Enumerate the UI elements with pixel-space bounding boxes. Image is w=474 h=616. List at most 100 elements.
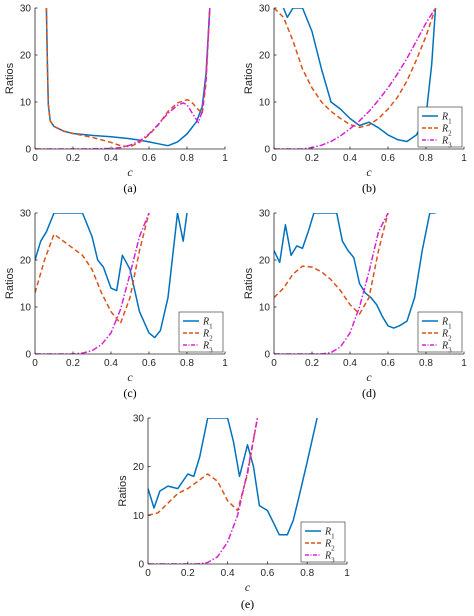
x-tick-label: 0.8 — [300, 568, 314, 579]
x-tick-label: 0.8 — [419, 153, 433, 164]
series-line-r2 — [274, 8, 437, 129]
y-tick-label: 0 — [264, 145, 270, 156]
x-tick-label: 0 — [271, 153, 277, 164]
y-tick-label: 20 — [20, 256, 32, 267]
y-tick-label: 20 — [20, 51, 32, 62]
x-tick-label: 0.8 — [180, 153, 194, 164]
panel-label: (e) — [241, 597, 254, 611]
x-tick-label: 0.4 — [221, 568, 235, 579]
series-line-r2 — [148, 418, 259, 517]
x-tick-label: 0.2 — [66, 358, 80, 369]
series-line-r3 — [274, 8, 437, 149]
y-tick-label: 10 — [20, 98, 32, 109]
y-tick-label: 20 — [133, 462, 145, 473]
series-line-r1 — [35, 213, 188, 339]
x-tick-label: 0 — [32, 153, 38, 164]
x-tick-label: 0.4 — [343, 153, 357, 164]
series-line-r2 — [45, 8, 211, 148]
legend-box — [178, 311, 224, 353]
y-tick-label: 30 — [20, 209, 32, 220]
y-tick-label: 0 — [25, 145, 31, 156]
x-tick-label: 0 — [145, 568, 151, 579]
legend-label-3: R3 — [441, 136, 452, 150]
legend-label-2: R2 — [202, 329, 213, 343]
y-axis-label: Ratios — [4, 62, 16, 94]
x-tick-label: 0.2 — [305, 358, 319, 369]
series-line-r2 — [35, 213, 150, 325]
x-tick-label: 0.8 — [180, 358, 194, 369]
x-tick-label: 0.6 — [142, 358, 156, 369]
series-line-r1 — [148, 418, 318, 536]
x-tick-label: 0.4 — [104, 153, 118, 164]
x-tick-label: 0.6 — [260, 568, 274, 579]
y-axis-label: Ratios — [117, 475, 129, 507]
series-line-r1 — [45, 8, 211, 147]
y-tick-label: 10 — [133, 511, 145, 522]
x-tick-label: 0.6 — [381, 153, 395, 164]
legend-box — [417, 106, 463, 148]
series-line-r3 — [35, 8, 211, 149]
x-tick-label: 1 — [222, 153, 228, 164]
x-axis-label: c — [127, 370, 133, 384]
x-tick-label: 1 — [461, 358, 467, 369]
panel-label: (d) — [362, 386, 376, 400]
legend-label-1: R1 — [441, 112, 452, 126]
y-axis-label: Ratios — [243, 62, 255, 94]
x-tick-label: 0 — [271, 358, 277, 369]
y-axis-label: Ratios — [4, 267, 16, 299]
y-tick-label: 10 — [259, 98, 271, 109]
y-tick-label: 0 — [25, 350, 31, 361]
x-tick-label: 0.4 — [343, 358, 357, 369]
x-tick-label: 1 — [461, 153, 467, 164]
y-axis-label: Ratios — [243, 267, 255, 299]
x-tick-label: 0.2 — [305, 153, 319, 164]
x-axis-label: c — [245, 580, 251, 594]
y-tick-label: 0 — [138, 560, 144, 571]
x-tick-label: 0.6 — [142, 153, 156, 164]
x-tick-label: 0.4 — [104, 358, 118, 369]
legend-label-3: R3 — [202, 341, 213, 355]
legend-label-1: R1 — [202, 317, 213, 331]
series-line-r3 — [35, 213, 150, 354]
legend-label-3: R3 — [441, 341, 452, 355]
panel-label: (a) — [123, 181, 136, 195]
x-tick-label: 0 — [32, 358, 38, 369]
y-tick-label: 30 — [259, 4, 271, 15]
series-line-r1 — [282, 8, 437, 143]
legend-label-2: R2 — [324, 539, 335, 553]
x-tick-label: 0.2 — [181, 568, 195, 579]
x-axis-label: c — [127, 165, 133, 179]
x-tick-label: 0.6 — [381, 358, 395, 369]
series-line-r1 — [274, 213, 436, 329]
legend-label-2: R2 — [441, 329, 452, 343]
legend-label-2: R2 — [441, 124, 452, 138]
legend-label-3: R3 — [324, 551, 335, 565]
x-axis-label: c — [366, 165, 372, 179]
series-line-r3 — [274, 213, 389, 354]
y-tick-label: 30 — [20, 4, 32, 15]
x-tick-label: 1 — [344, 568, 350, 579]
y-tick-label: 10 — [259, 303, 271, 314]
legend-label-1: R1 — [441, 317, 452, 331]
y-tick-label: 10 — [20, 303, 32, 314]
y-tick-label: 30 — [133, 414, 145, 425]
panel-label: (c) — [123, 386, 136, 400]
legend-box — [300, 521, 346, 563]
y-tick-label: 0 — [264, 350, 270, 361]
y-tick-label: 30 — [259, 209, 271, 220]
x-tick-label: 0.8 — [419, 358, 433, 369]
panel-label: (b) — [362, 181, 376, 195]
y-tick-label: 20 — [259, 256, 271, 267]
series-line-r2 — [274, 213, 389, 315]
x-tick-label: 1 — [222, 358, 228, 369]
